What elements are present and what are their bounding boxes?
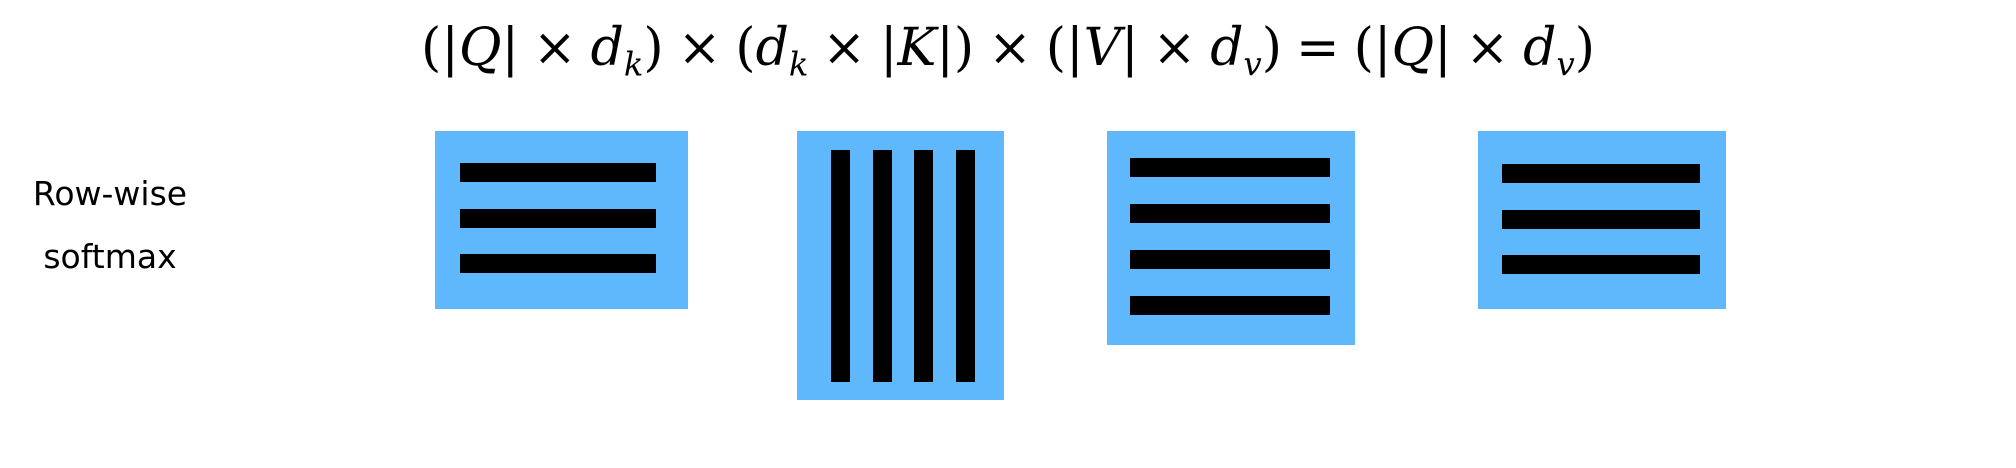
equals-sign: =: [1296, 18, 1340, 78]
kv-transposed-matrix: [797, 131, 1004, 400]
matrix-column-bar: [831, 150, 850, 382]
d-symbol-2: d: [755, 18, 789, 78]
times-sign-5: ×: [1152, 18, 1197, 78]
matrix-row-bar: [1130, 158, 1330, 177]
open-paren-3: (: [1045, 18, 1067, 78]
times-sign-4: ×: [988, 18, 1032, 78]
matrix-row-bar: [1502, 255, 1700, 274]
matrix-row-bar: [1130, 204, 1330, 223]
subscript-k-1: k: [623, 45, 644, 84]
close-paren-4: ): [1574, 18, 1595, 78]
times-sign-6: ×: [1465, 18, 1510, 78]
output-matrix: [1478, 131, 1726, 309]
close-paren-1: ): [643, 18, 664, 78]
q-cardinality-result: |Q|: [1373, 18, 1452, 78]
label-line-2: softmax: [43, 237, 177, 276]
times-sign-2: ×: [677, 18, 722, 78]
times-sign-3: ×: [822, 18, 866, 78]
matrix-row-bar: [1502, 210, 1700, 229]
v-cardinality: |V|: [1066, 18, 1139, 78]
matrix-column-bar: [873, 150, 892, 382]
subscript-v-1: v: [1243, 45, 1262, 84]
v-matrix: [1107, 131, 1355, 345]
matrix-row-bar: [1130, 296, 1330, 315]
d-symbol-1: d: [590, 18, 624, 78]
matrix-row-bar: [1130, 250, 1330, 269]
label-line-1: Row-wise: [32, 174, 188, 213]
matrix-row-bar: [460, 163, 656, 182]
subscript-k-2: k: [788, 45, 809, 84]
row-wise-softmax-label: Row-wise softmax: [20, 162, 200, 288]
d-symbol-3: d: [1210, 18, 1244, 78]
matrix-column-bar: [914, 150, 933, 382]
qk-result-matrix: [435, 131, 688, 309]
q-cardinality: |Q|: [441, 18, 519, 78]
matrix-row-bar: [460, 209, 656, 228]
matrix-row-bar: [1502, 164, 1700, 183]
open-paren-1: (: [421, 18, 442, 78]
open-paren-4: (: [1353, 18, 1374, 78]
equation: (|Q| × dk) × (dk × |K|) × (|V| × dv) = (|Q| × dv): [0, 18, 2016, 83]
matrix-row-bar: [460, 254, 656, 273]
subscript-v-2: v: [1556, 45, 1575, 84]
open-paren-2: (: [735, 18, 756, 78]
close-paren-2: ): [953, 18, 975, 78]
close-paren-3: ): [1261, 18, 1283, 78]
matrix-column-bar: [956, 150, 975, 382]
d-symbol-4: d: [1523, 18, 1557, 78]
k-cardinality: |K|: [880, 18, 954, 78]
times-sign-1: ×: [532, 18, 577, 78]
